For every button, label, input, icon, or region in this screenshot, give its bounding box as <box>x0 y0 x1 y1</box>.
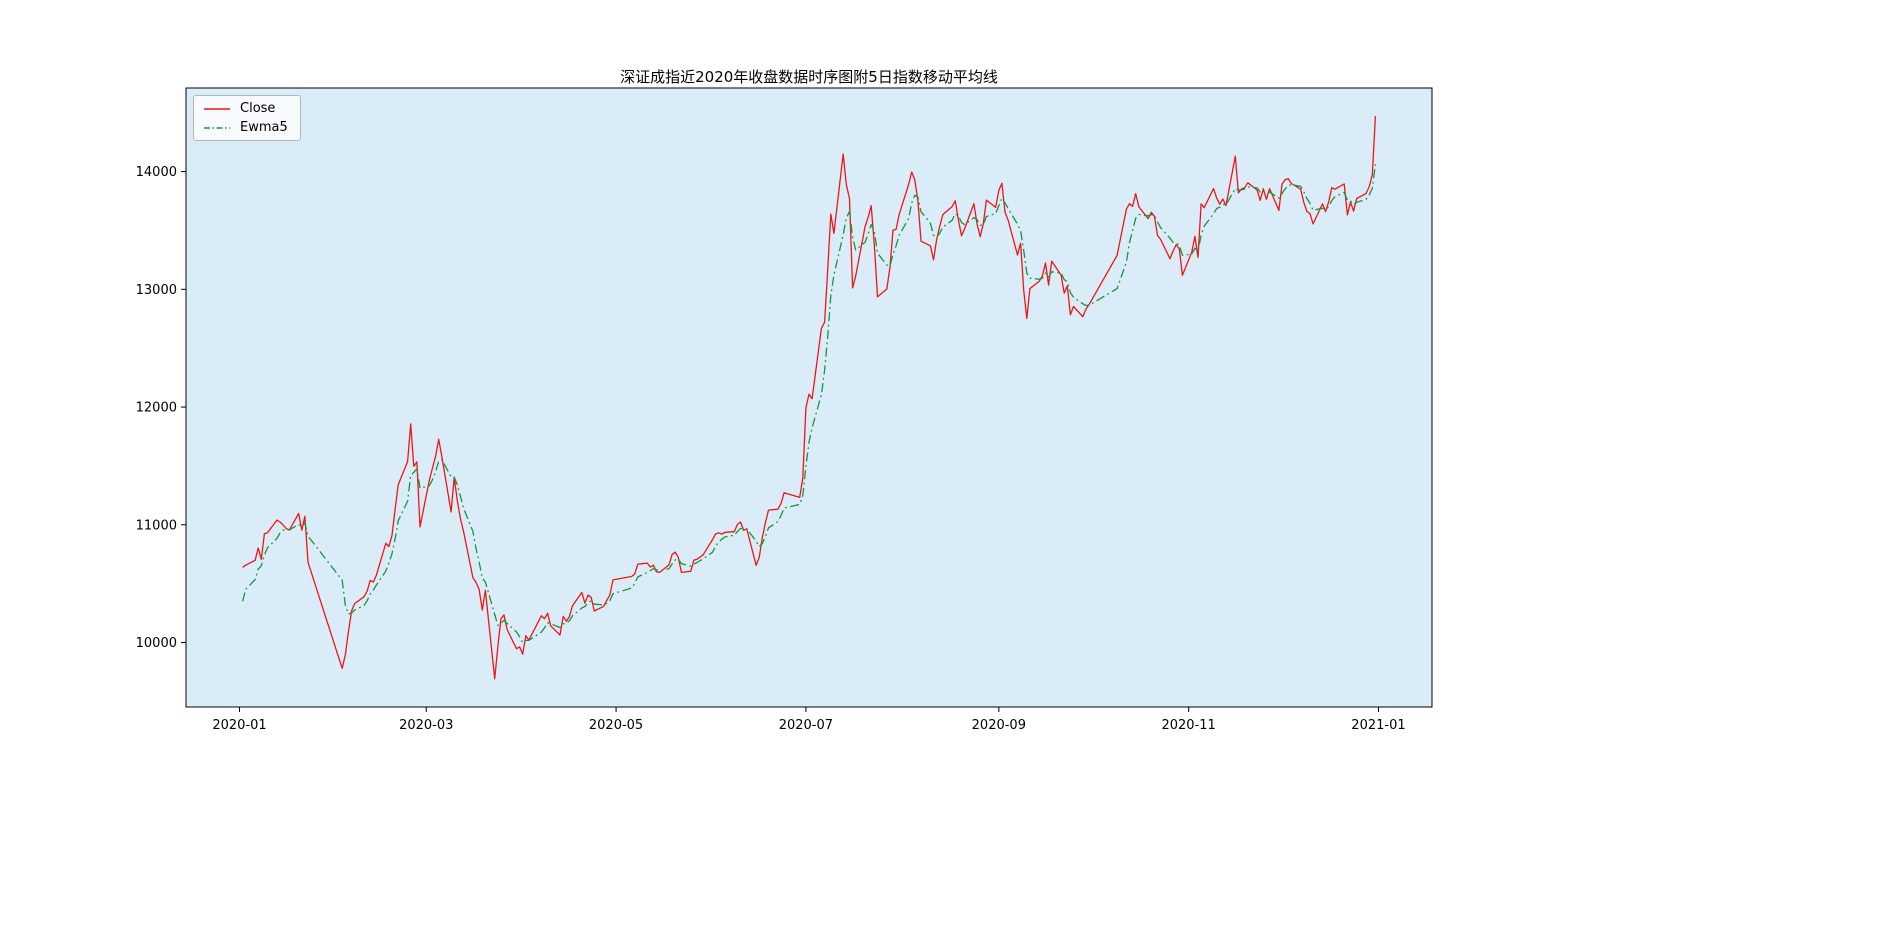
y-tick-label: 12000 <box>136 401 177 416</box>
legend-label-close: Close <box>240 101 276 116</box>
y-tick-label: 14000 <box>136 165 177 180</box>
close-line-sample-icon <box>204 107 230 110</box>
x-tick-label: 2020-05 <box>589 718 643 733</box>
x-tick-label: 2020-11 <box>1161 718 1215 733</box>
close-line <box>242 116 1377 680</box>
plot-frame <box>185 87 1433 708</box>
y-axis: 10000 11000 12000 13000 14000 <box>136 165 186 651</box>
y-tick-label: 10000 <box>136 636 177 651</box>
legend-item-close: Close <box>203 102 288 115</box>
x-tick-label: 2020-07 <box>779 718 833 733</box>
x-tick-label: 2021-01 <box>1351 718 1405 733</box>
x-tick-label: 2020-03 <box>399 718 453 733</box>
ewma5-line <box>241 164 1377 644</box>
legend-item-ewma5: Ewma5 <box>203 121 288 134</box>
ewma5-line-sample-icon <box>204 126 230 129</box>
plot-area-bg <box>186 88 1432 707</box>
legend-label-ewma5: Ewma5 <box>240 120 288 135</box>
x-tick-label: 2020-09 <box>972 718 1026 733</box>
x-tick-label: 2020-01 <box>212 718 266 733</box>
legend: Close Ewma5 <box>193 95 301 141</box>
chart-title: 深证成指近2020年收盘数据时序图附5日指数移动平均线 <box>620 68 998 86</box>
y-tick-label: 13000 <box>136 283 177 298</box>
x-axis: 2020-01 2020-03 2020-05 2020-07 2020-09 2020-… <box>212 707 1406 733</box>
y-tick-label: 11000 <box>136 518 177 533</box>
